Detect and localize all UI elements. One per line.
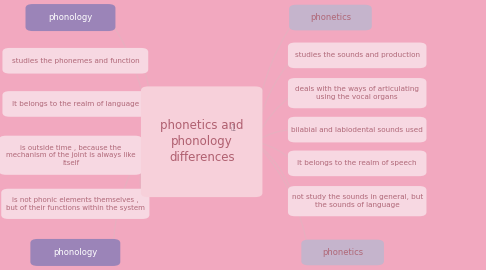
- FancyBboxPatch shape: [1, 189, 150, 219]
- Text: studies the sounds and production: studies the sounds and production: [295, 52, 420, 58]
- Text: phonetics and
phonology
differences: phonetics and phonology differences: [160, 119, 243, 164]
- FancyBboxPatch shape: [288, 42, 427, 68]
- FancyBboxPatch shape: [288, 151, 427, 176]
- Text: It belongs to the realm of language: It belongs to the realm of language: [12, 101, 139, 107]
- FancyBboxPatch shape: [288, 186, 427, 216]
- Text: phonology: phonology: [53, 248, 98, 257]
- Text: phonology: phonology: [48, 13, 93, 22]
- FancyBboxPatch shape: [301, 240, 384, 265]
- Text: studies the phonemes and function: studies the phonemes and function: [12, 58, 139, 64]
- FancyBboxPatch shape: [0, 136, 142, 175]
- FancyBboxPatch shape: [141, 86, 262, 197]
- Text: It belongs to the realm of speech: It belongs to the realm of speech: [297, 160, 417, 166]
- FancyBboxPatch shape: [30, 239, 121, 266]
- FancyBboxPatch shape: [2, 91, 148, 117]
- FancyBboxPatch shape: [288, 117, 427, 143]
- Text: deals with the ways of articulating
using the vocal organs: deals with the ways of articulating usin…: [295, 86, 419, 100]
- Text: phonetics: phonetics: [322, 248, 363, 257]
- FancyBboxPatch shape: [2, 48, 148, 73]
- Text: ₗ1: ₗ1: [231, 124, 237, 133]
- Text: not study the sounds in general, but
the sounds of language: not study the sounds in general, but the…: [292, 194, 423, 208]
- Text: is not phonic elements themselves ,
but of their functions within the system: is not phonic elements themselves , but …: [6, 197, 145, 211]
- Text: phonetics: phonetics: [310, 13, 351, 22]
- FancyBboxPatch shape: [289, 5, 372, 30]
- FancyBboxPatch shape: [288, 78, 427, 108]
- FancyBboxPatch shape: [25, 4, 116, 31]
- Text: is outside time , because the
mechanism of the joint is always like
itself: is outside time , because the mechanism …: [6, 145, 135, 166]
- Text: bilabial and labiodental sounds used: bilabial and labiodental sounds used: [291, 127, 423, 133]
